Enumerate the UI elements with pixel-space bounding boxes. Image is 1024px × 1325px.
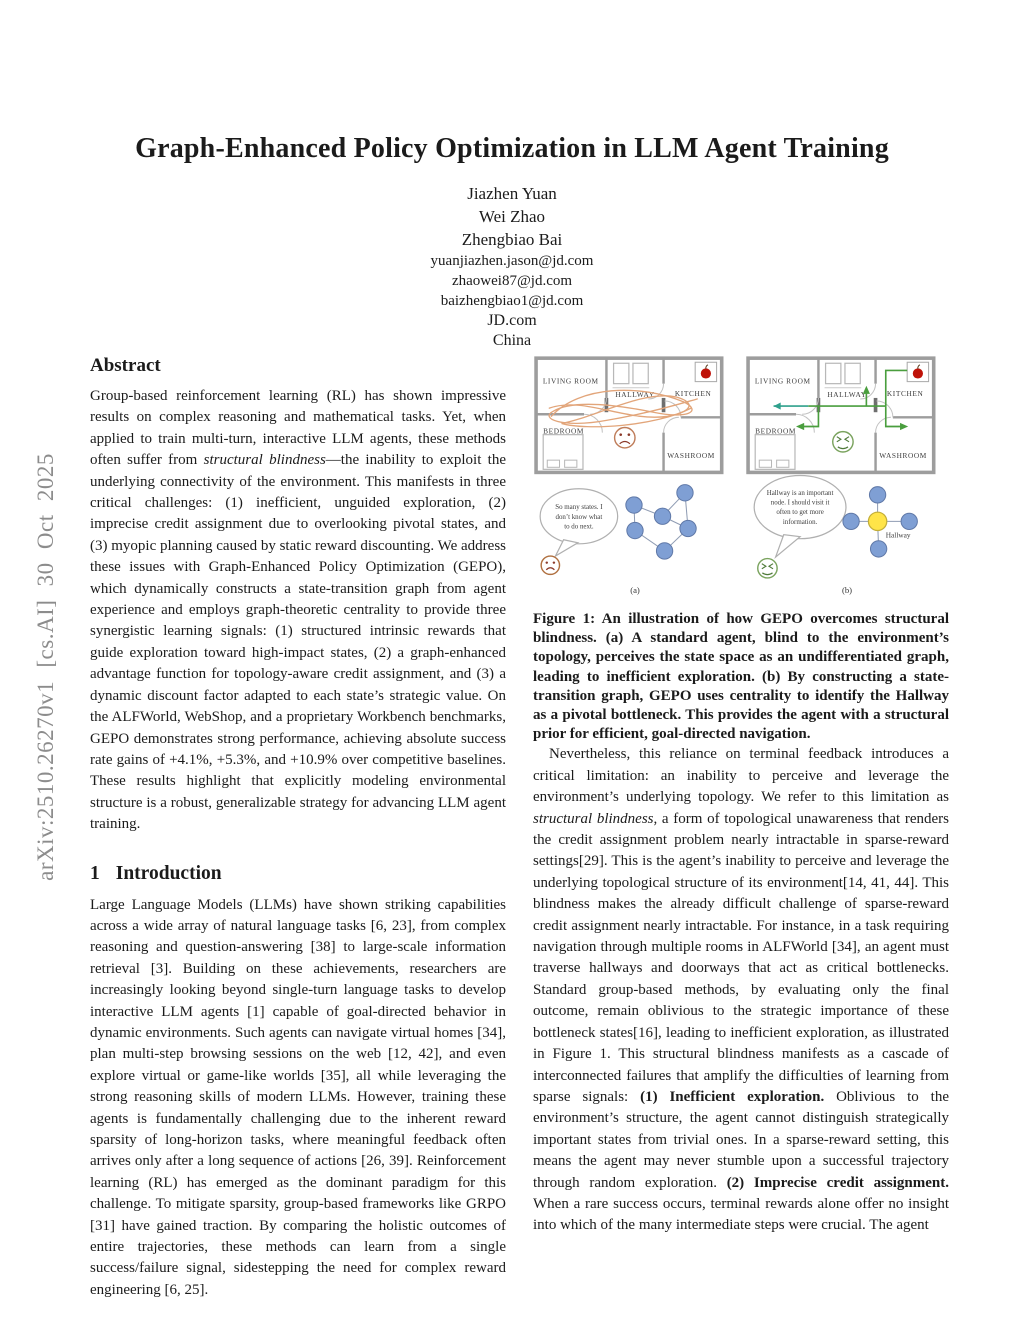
paper-title: Graph-Enhanced Policy Optimization in LL… [135,133,889,164]
left-column: Abstract Group-based reinforcement learn… [90,355,506,1301]
panel-a-label: (a) [630,585,640,595]
author-name: Wei Zhao [478,207,546,226]
graph-node [868,486,887,504]
introduction-paragraph: Large Language Models (LLMs) have shown … [90,896,506,1298]
bubble-text-line: often to get more [776,509,823,516]
abstract-term-italic: structural blindness [203,452,326,469]
room-label-living-room: LIVING ROOM [543,377,599,386]
floorplan-b: LIVING ROOM HALLWAY KITCHEN BEDROOM WASH… [746,356,936,475]
author-email: zhaowei87@jd.com [451,273,573,289]
abstract-text: Group-based reinforcement learning (RL) … [90,386,506,836]
paragraph-segment: , a form of topological unawareness that… [533,810,949,1105]
apple-icon [694,361,718,383]
affiliation-location: China [492,332,532,349]
apple-icon [906,361,930,383]
graph-node [900,512,918,531]
random-exploration-path [548,389,698,428]
graph-node [842,512,860,531]
bold-point-1: (1) Inefficient exploration. [640,1088,825,1105]
author-block: Jiazhen Yuan Wei Zhao Zhengbiao Bai yuan… [0,182,1024,351]
paragraph-segment: When a rare success occurs, terminal rew… [533,1195,949,1234]
bed-icon [542,434,584,470]
graph-node [679,519,697,538]
bubble-text-line: don’t know what [556,514,603,521]
author-email: baizhengbiao1@jd.com [440,293,584,309]
bed-icon [754,434,796,470]
author-name: Jiazhen Yuan [467,184,557,203]
bubble-text-line: Hallway is an important [767,490,834,497]
section-number: 1 [90,862,100,884]
graph-node [676,484,694,502]
bubble-text-line: node. I should visit it [771,500,830,507]
room-label-living-room: LIVING ROOM [755,377,811,386]
bubble-text-line: information. [783,519,818,526]
room-label-washroom: WASHROOM [879,451,927,460]
figure-caption: Figure 1: An illustration of how GEPO ov… [533,611,949,743]
author-name: Zhengbiao Bai [461,230,563,249]
body-paragraph: Nevertheless, this reliance on terminal … [533,744,949,1236]
room-label-washroom: WASHROOM [667,451,715,460]
section-title: Introduction [115,862,222,884]
floorplan-a: LIVING ROOM HALLWAY KITCHEN BEDROOM WASH… [534,356,724,475]
room-label-bedroom: BEDROOM [755,427,796,436]
figure-panel-a: LIVING ROOM HALLWAY KITCHEN BEDROOM WASH… [534,356,724,595]
bubble-text-line: to do next. [564,524,594,531]
hub-node-label: Hallway [886,531,911,540]
graph-node [869,540,888,558]
abstract-heading: Abstract [90,355,161,376]
figure-panel-b: LIVING ROOM HALLWAY KITCHEN BEDROOM WASH… [746,356,936,595]
abstract-segment: Group-based reinforcement learning (RL) … [90,388,506,469]
speech-bubble-b: Hallway is an important node. I should v… [753,474,847,559]
sad-emoji [540,555,561,576]
graph-node [653,507,672,525]
room-label-kitchen: KITCHEN [675,389,712,398]
graph-node-hallway-hub [867,511,888,532]
arxiv-watermark: arXiv:2510.26270v1 [cs.AI] 30 Oct 2025 [33,453,58,881]
window-icons [612,362,650,389]
bold-point-2: (2) Imprecise credit assignment. [726,1174,949,1191]
room-label-bedroom: BEDROOM [543,427,584,436]
wink-emoji [757,557,778,579]
room-label-hallway: HALLWAY [827,390,866,399]
affiliation: JD.com [487,312,537,329]
room-label-kitchen: KITCHEN [887,389,924,398]
paragraph-segment: Oblivious to the environment’s structure… [533,1088,950,1191]
state-graph-star: Hallway [842,486,918,558]
author-email: yuanjiazhen.jason@jd.com [430,253,594,269]
figure-1: LIVING ROOM HALLWAY KITCHEN BEDROOM WASH… [533,355,949,600]
graph-node [655,542,674,560]
abstract-segment: —the inability to exploit the underlying… [90,452,506,833]
happy-agent-face [832,430,854,453]
graph-node [626,521,644,540]
speech-bubble-a: So many states. I don’t know what to do … [539,488,619,558]
bubble-text-line: So many states. I [555,504,603,511]
sad-agent-face [613,426,636,449]
panel-b-label: (b) [842,585,852,595]
graph-node [625,496,643,514]
room-label-hallway: HALLWAY [615,390,654,399]
state-graph-mesh [625,484,697,560]
right-column: LIVING ROOM HALLWAY KITCHEN BEDROOM WASH… [533,355,949,1237]
section-heading-introduction: 1 Introduction [90,863,506,885]
paragraph-segment: Nevertheless, this reliance on terminal … [533,746,949,806]
goal-directed-path [773,369,909,431]
window-icons [824,362,862,389]
term-italic: structural blindness [533,810,654,827]
